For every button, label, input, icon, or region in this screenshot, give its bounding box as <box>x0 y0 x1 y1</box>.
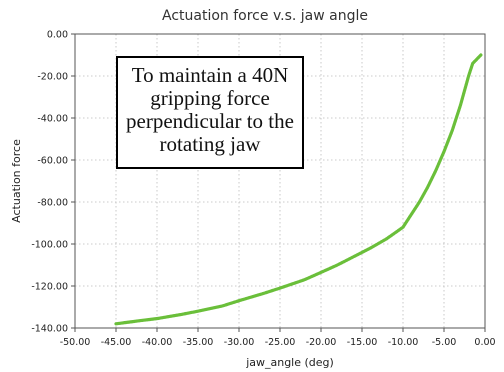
annotation-line: perpendicular to the <box>126 109 294 133</box>
x-tick-label: -40.00 <box>142 337 173 348</box>
annotation-line: rotating jaw <box>160 132 262 156</box>
x-axis-label: jaw_angle (deg) <box>245 356 334 369</box>
x-tick-label: -10.00 <box>388 337 419 348</box>
x-tick-label: -15.00 <box>347 337 378 348</box>
x-tick-label: 0.00 <box>474 337 495 348</box>
x-tick-label: -25.00 <box>265 337 296 348</box>
x-tick-label: -45.00 <box>101 337 132 348</box>
x-tick-labels: -50.00 -45.00 -40.00 -35.00 -30.00 -25.00 -20.… <box>60 337 496 348</box>
y-tick-label: -80.00 <box>37 198 68 209</box>
y-tick-label: -140.00 <box>31 324 68 335</box>
series-group <box>114 53 483 326</box>
y-tick-label: 0.00 <box>47 30 68 41</box>
x-tick-label: -20.00 <box>306 337 337 348</box>
x-tick-label: -5.00 <box>432 337 457 348</box>
x-tick-label: -30.00 <box>224 337 255 348</box>
x-tick-label: -35.00 <box>183 337 214 348</box>
annotation-line: To maintain a 40N <box>132 63 289 87</box>
y-tick-label: -120.00 <box>31 282 68 293</box>
y-tick-label: -100.00 <box>31 240 68 251</box>
annotation-border <box>116 56 304 169</box>
x-tick-label: -50.00 <box>60 337 91 348</box>
axes <box>71 33 486 332</box>
y-tick-label: -60.00 <box>37 156 68 167</box>
y-tick-label: -20.00 <box>37 72 68 83</box>
y-tick-labels: 0.00 -20.00 -40.00 -60.00 -80.00 -100.00 -120.… <box>31 30 68 335</box>
annotation-line: gripping force <box>150 86 270 110</box>
series-line <box>114 53 483 326</box>
chart-title: Actuation force v.s. jaw angle <box>162 8 368 24</box>
y-tick-label: -40.00 <box>37 114 68 125</box>
y-axis-label: Actuation force <box>10 139 23 223</box>
